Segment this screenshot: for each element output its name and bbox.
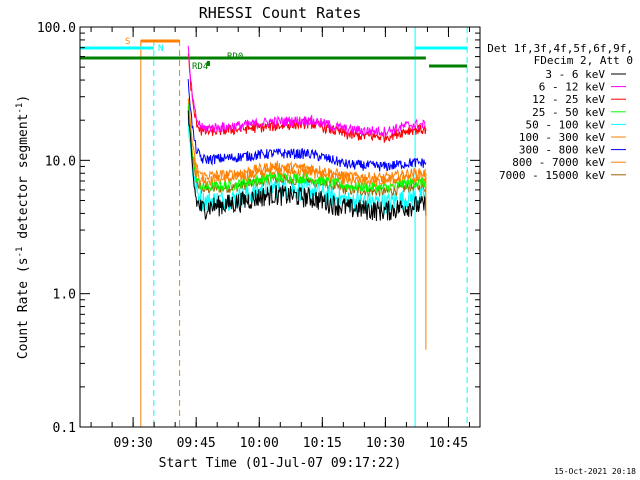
saa-flag-label: S <box>125 37 130 47</box>
chart-title: RHESSI Count Rates <box>199 4 362 22</box>
x-tick-label: 10:30 <box>366 436 405 451</box>
x-tick-label: 09:45 <box>177 436 216 451</box>
plot-frame <box>79 26 481 428</box>
rd0-flag-label: RD0 <box>227 52 243 62</box>
y-tick-label: 10.0 <box>45 154 76 169</box>
rd4-flag-label: RD4 <box>192 62 208 72</box>
legend-label: 25 - 50 keV <box>532 106 605 119</box>
series-line <box>187 98 427 184</box>
y-axis: 0.1 1.0 10.0 100.0 <box>37 21 480 436</box>
legend-label: 300 - 800 keV <box>519 144 605 157</box>
y-axis-label-main: Count Rate (s <box>16 257 31 359</box>
y-tick-label: 100.0 <box>37 21 76 36</box>
y-axis-label-end: ) <box>16 95 31 103</box>
timestamp: 15-Oct-2021 20:18 <box>554 467 636 476</box>
legend-label: 7000 - 15000 keV <box>499 169 605 182</box>
x-tick-label: 10:45 <box>429 436 468 451</box>
night-flag-label: N <box>158 44 163 54</box>
series-line <box>187 45 427 137</box>
legend-label: 100 - 300 keV <box>519 131 605 144</box>
legend-label: 800 - 7000 keV <box>512 156 605 169</box>
legend-label: 6 - 12 keV <box>539 81 606 94</box>
x-tick-label: 10:00 <box>240 436 279 451</box>
y-axis-label-sup2: -1 <box>15 103 25 114</box>
legend-label: 50 - 100 keV <box>526 118 606 131</box>
plot-area: S N RD0 RD4 <box>79 27 468 427</box>
series-line <box>187 79 427 172</box>
series-line <box>187 103 427 195</box>
x-axis: 09:30 09:45 10:00 10:15 10:30 10:45 <box>90 27 470 451</box>
legend-header-1: Det 1f,3f,4f,5f,6f,9f, <box>487 42 633 55</box>
x-tick-label: 09:30 <box>114 436 153 451</box>
legend-label: 12 - 25 keV <box>532 93 605 106</box>
rd4-flag-mark <box>206 61 210 66</box>
series-line <box>187 116 427 215</box>
y-tick-label: 0.1 <box>53 421 76 436</box>
legend-label: 3 - 6 keV <box>545 68 605 81</box>
y-axis-label-mid: detector segment <box>16 114 31 247</box>
y-axis-label: Count Rate (s-1 detector segment-1) <box>15 95 31 359</box>
x-tick-label: 10:15 <box>303 436 342 451</box>
y-axis-label-sup: -1 <box>15 247 25 258</box>
legend: Det 1f,3f,4f,5f,6f,9f, FDecim 2, Att 0 3… <box>487 42 633 182</box>
series-line <box>187 110 427 222</box>
y-tick-label: 1.0 <box>53 288 76 303</box>
legend-header-2: FDecim 2, Att 0 <box>534 54 633 67</box>
x-axis-label: Start Time (01-Jul-07 09:17:22) <box>159 456 402 471</box>
